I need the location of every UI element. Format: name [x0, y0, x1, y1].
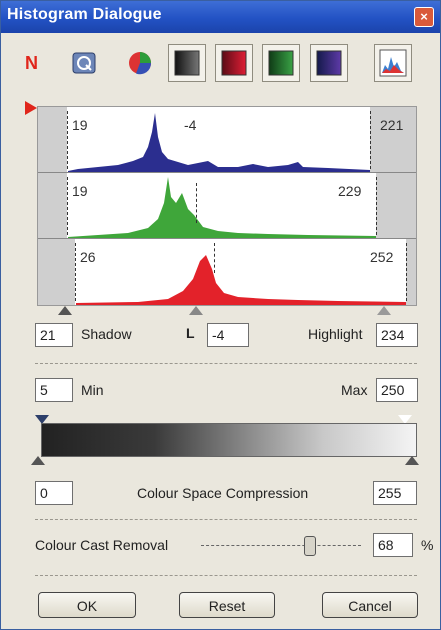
cast-removal-label: Colour Cast Removal	[35, 537, 169, 553]
red-shadow-value: 26	[80, 249, 96, 265]
blue-highlight-value: 221	[380, 117, 404, 133]
colour-wheel-icon	[129, 52, 152, 75]
shadow-input[interactable]: 21	[35, 323, 73, 347]
compression-max-input[interactable]: 255	[373, 481, 417, 505]
red-highlight-value: 252	[370, 249, 394, 265]
green-highlight-value: 229	[338, 183, 362, 199]
colour-wheel-button[interactable]	[121, 44, 159, 82]
close-icon[interactable]: ×	[414, 7, 434, 27]
green-channel-button[interactable]	[262, 44, 300, 82]
min-label: Min	[81, 382, 104, 398]
histogram-red: 26 252	[38, 239, 416, 305]
grey-channel-button[interactable]	[168, 44, 206, 82]
reset-button[interactable]: Reset	[179, 592, 275, 618]
title-bar[interactable]: Histogram Dialogue ×	[1, 1, 440, 33]
cast-removal-slider-thumb[interactable]	[303, 536, 316, 556]
auto-levels-button[interactable]	[65, 44, 103, 82]
red-channel-icon	[221, 50, 247, 76]
histogram-preview-icon	[379, 49, 407, 77]
green-shadow-value: 19	[72, 183, 88, 199]
blue-channel-button[interactable]	[310, 44, 348, 82]
separator	[35, 575, 417, 576]
shadow-marker[interactable]	[58, 306, 72, 315]
separator	[35, 519, 417, 520]
compression-label: Colour Space Compression	[137, 485, 309, 501]
cancel-button[interactable]: Cancel	[322, 592, 418, 618]
shadow-label: Shadow	[81, 326, 132, 342]
green-channel-icon	[268, 50, 294, 76]
compression-min-marker[interactable]	[31, 456, 45, 465]
output-gradient-bar	[41, 423, 417, 457]
ok-button[interactable]: OK	[38, 592, 136, 618]
output-max-marker[interactable]	[398, 415, 412, 424]
cast-removal-slider-track[interactable]	[201, 545, 361, 546]
window-title: Histogram Dialogue	[7, 6, 162, 23]
output-min-input[interactable]: 5	[35, 378, 73, 402]
blue-gamma-value: -4	[184, 117, 197, 133]
highlight-label: Highlight	[308, 326, 363, 342]
gamma-icon: L	[186, 325, 195, 341]
highlight-input[interactable]: 234	[376, 323, 418, 347]
histogram-green: 19 229	[38, 173, 416, 239]
red-channel-button[interactable]	[215, 44, 253, 82]
compression-min-input[interactable]: 0	[35, 481, 73, 505]
histogram-preview-button[interactable]	[374, 44, 412, 82]
cast-removal-input[interactable]: 68	[373, 533, 413, 557]
output-max-input[interactable]: 250	[376, 378, 418, 402]
gamma-input[interactable]: -4	[207, 323, 249, 347]
histogram-blue: 19 -4 221	[38, 107, 416, 173]
histogram-panel: 19 -4 221 19 229	[37, 106, 417, 306]
separator	[35, 363, 417, 364]
blue-histogram-graph	[68, 113, 370, 173]
blue-shadow-value: 19	[72, 117, 88, 133]
n-icon[interactable]: N	[25, 53, 38, 73]
output-min-marker[interactable]	[35, 415, 49, 424]
highlight-marker[interactable]	[377, 306, 391, 315]
auto-levels-icon	[72, 52, 96, 74]
compression-max-marker[interactable]	[405, 456, 419, 465]
percent-unit-label: %	[421, 537, 434, 553]
grey-channel-icon	[174, 50, 200, 76]
blue-channel-icon	[316, 50, 342, 76]
max-label: Max	[341, 382, 368, 398]
expand-arrow-icon[interactable]	[25, 101, 37, 115]
gamma-marker[interactable]	[189, 306, 203, 315]
